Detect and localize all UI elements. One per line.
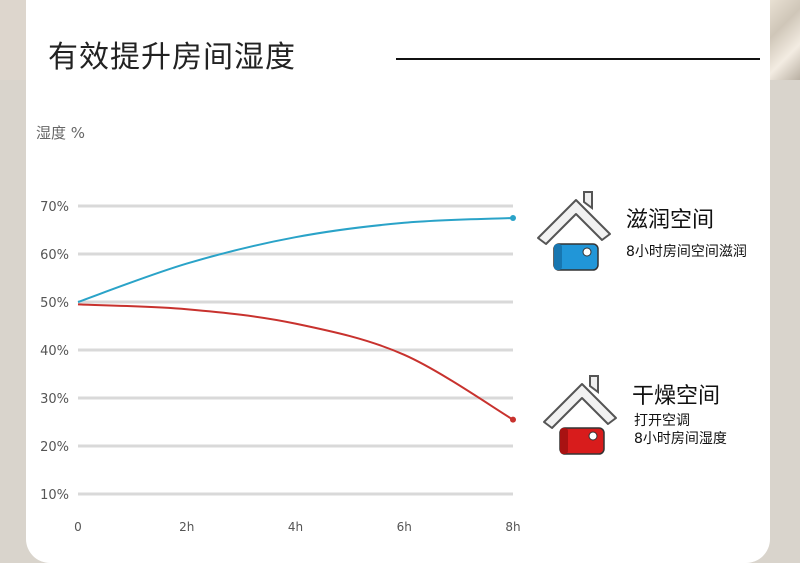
house-humidifier-icon	[537, 191, 611, 271]
legend-title-moist: 滋润空间	[626, 208, 715, 233]
legend-desc-dry-2: 8小时房间湿度	[634, 431, 727, 447]
x-tick-label: 0	[74, 520, 82, 534]
legend-desc-dry-1: 打开空调	[634, 413, 690, 429]
series-endpoint-1	[510, 416, 516, 423]
y-tick-label: 70%	[40, 200, 69, 215]
title-divider	[396, 58, 760, 60]
y-tick-label: 10%	[40, 488, 69, 503]
x-tick-label: 4h	[288, 520, 303, 534]
x-tick-label: 8h	[505, 520, 520, 534]
chart-card	[26, 0, 770, 563]
legend-title-dry: 干燥空间	[632, 384, 721, 409]
legend-item-moist: 滋润空间 8小时房间空间滋润	[532, 186, 782, 296]
y-tick-label: 60%	[40, 248, 69, 263]
x-tick-label: 2h	[179, 520, 194, 534]
y-tick-label: 50%	[40, 296, 69, 311]
background-left	[0, 0, 30, 80]
y-tick-label: 20%	[40, 440, 69, 455]
x-tick-label: 6h	[397, 520, 412, 534]
series-endpoint-0	[510, 215, 516, 221]
series-line-1	[77, 303, 514, 421]
page-title: 有效提升房间湿度	[48, 40, 296, 75]
y-tick-label: 30%	[40, 392, 69, 407]
legend-item-dry: 干燥空间 打开空调 8小时房间湿度	[538, 370, 788, 480]
y-axis-label: 湿度 %	[36, 124, 86, 142]
house-heater-icon	[543, 375, 617, 455]
legend-desc-moist-1: 8小时房间空间滋润	[626, 244, 747, 260]
series-line-0	[77, 217, 514, 303]
y-tick-label: 40%	[40, 344, 69, 359]
